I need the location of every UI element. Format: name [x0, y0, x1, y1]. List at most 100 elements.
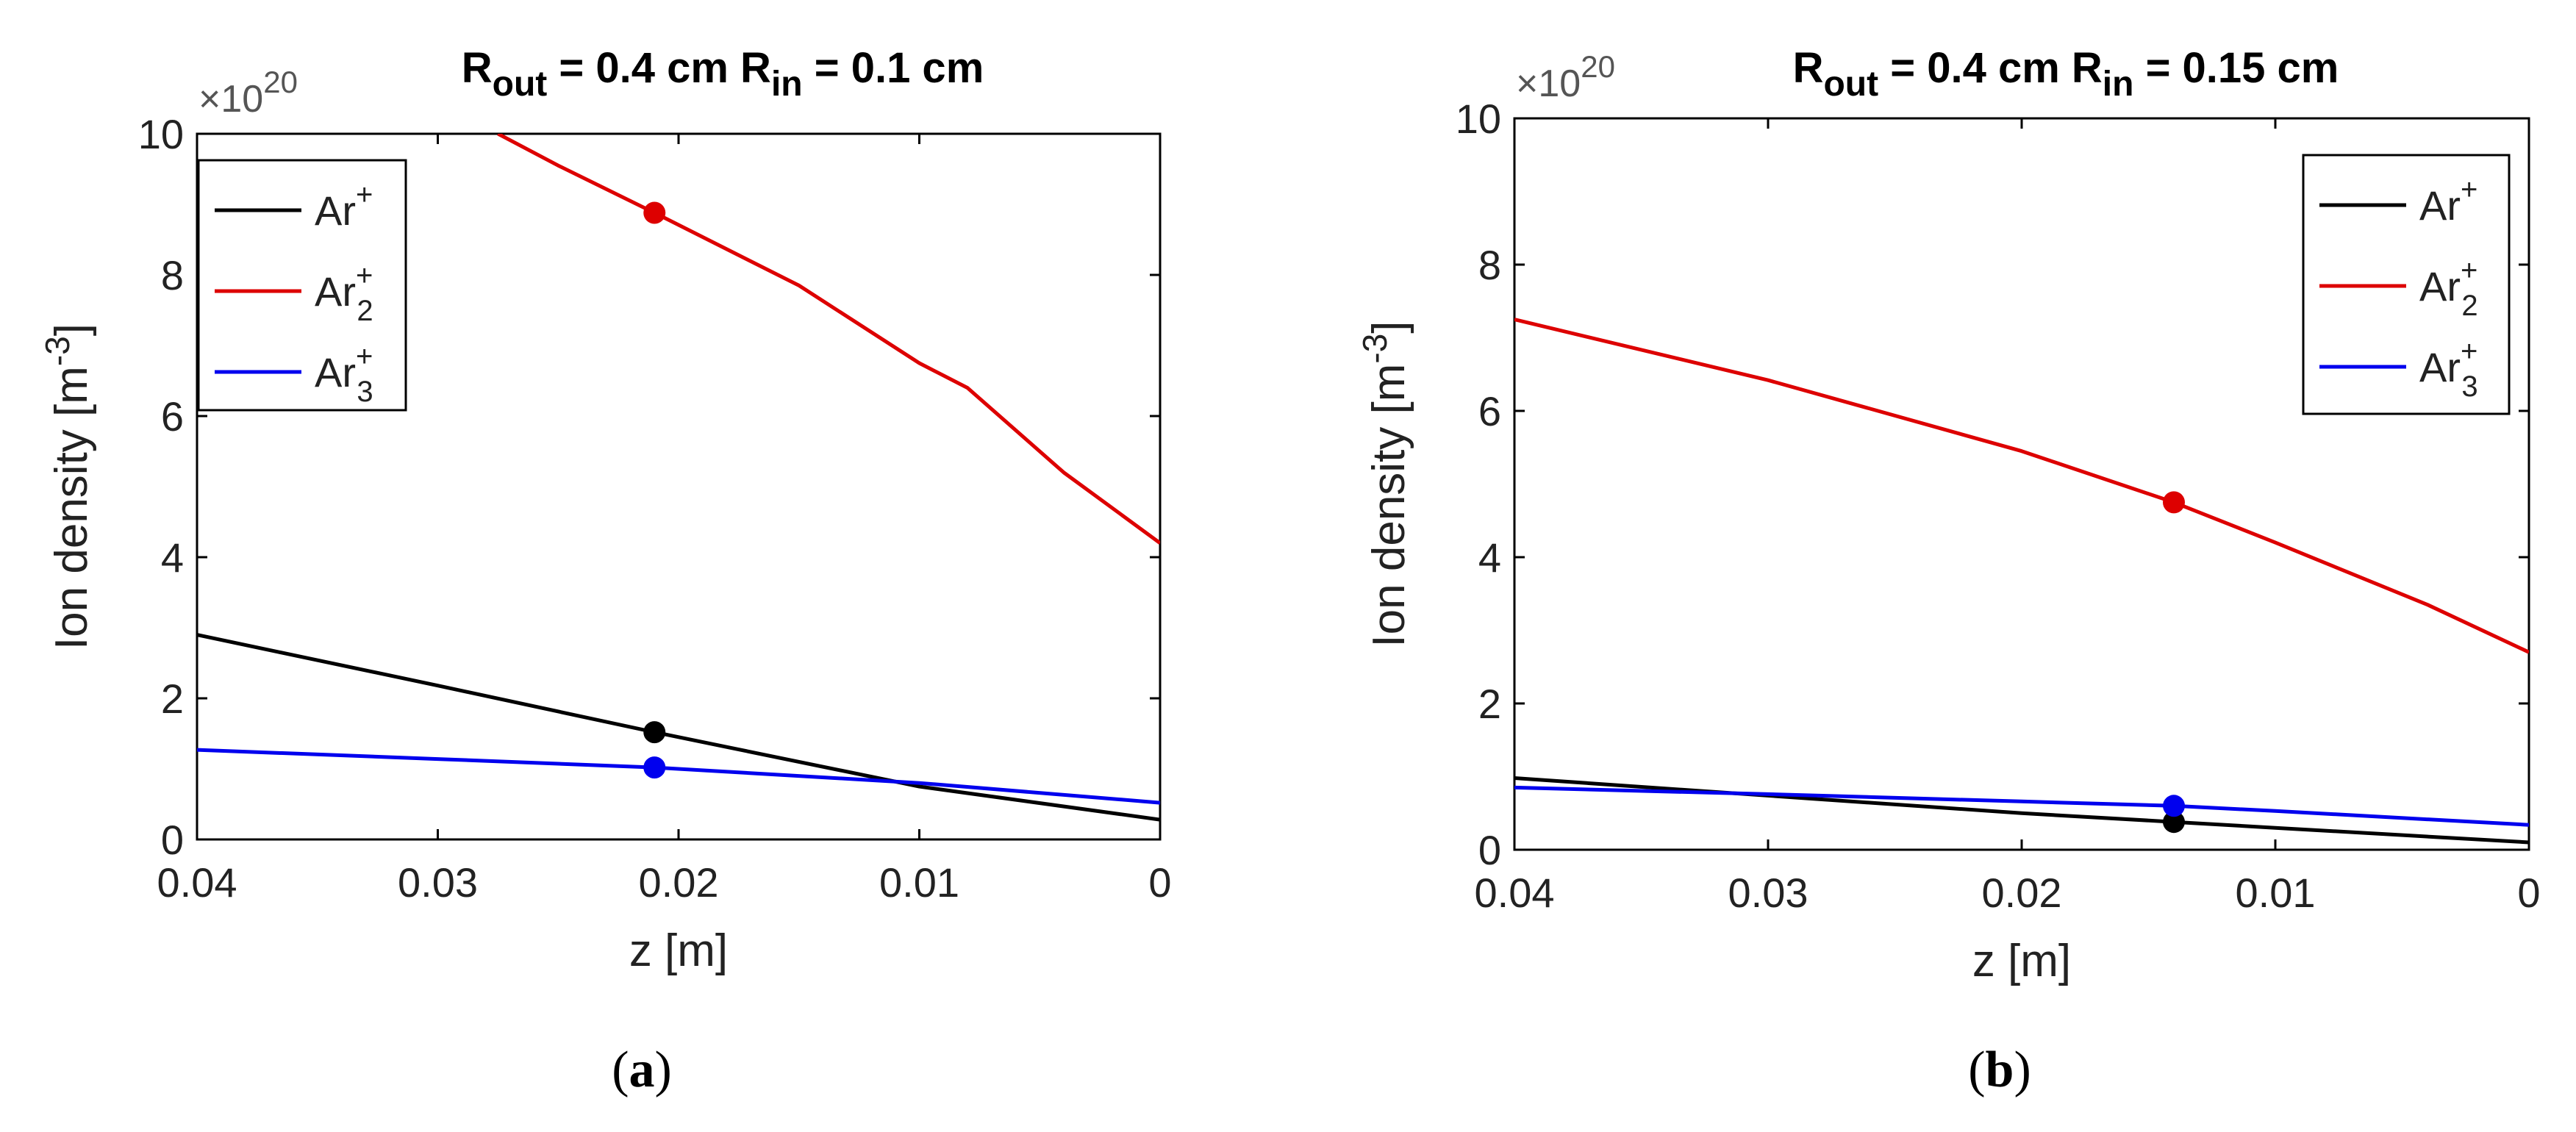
legend-label-sub: 2 — [357, 295, 373, 327]
y-tick-label: 4 — [1478, 534, 1501, 581]
legend-label-sub: 3 — [357, 376, 373, 408]
legend-label-name: Ar — [2419, 263, 2461, 309]
series-marker-2 — [643, 201, 666, 224]
legend-label-sup: + — [356, 340, 373, 373]
x-axis-label: z [m] — [1972, 936, 2071, 986]
y-axis-label-sup: -3 — [38, 336, 76, 366]
panel-caption-letter: a — [629, 1042, 655, 1098]
title-r-out-main: R — [1793, 44, 1824, 92]
y-tick-label: 6 — [1478, 388, 1501, 434]
panel-caption-close: ) — [655, 1042, 672, 1098]
legend: Ar+Ar+ 2Ar+ 3 — [197, 159, 407, 412]
legend-label-2: Ar+ 2 — [315, 259, 373, 327]
legend-label-3: Ar+ 3 — [315, 340, 373, 408]
plot-series-group — [1514, 318, 2529, 845]
legend-label-sup: + — [356, 179, 373, 211]
y-tick-label: 4 — [161, 534, 184, 581]
series-line-2 — [497, 134, 1160, 545]
panel-caption-open: ( — [612, 1042, 629, 1098]
y-tick-label: 2 — [1478, 681, 1501, 727]
y-axis-label-main: Ion density [m — [46, 366, 97, 650]
legend-label-2: Ar+ 2 — [2419, 254, 2478, 322]
legend-label-name: Ar — [315, 349, 356, 395]
plot-series-group — [197, 134, 1160, 822]
series-line-1 — [1514, 776, 2529, 845]
x-tick-label: 0.02 — [639, 859, 719, 906]
legend-label-sub: 2 — [2461, 290, 2477, 322]
chart-panel-a: 0.04 0.03 0.02 0.01 0 0 2 4 6 8 10 ×1020 Rout = 0.4 … — [38, 44, 1172, 1098]
x-tick-label: 0.04 — [1475, 870, 1555, 916]
legend-label-sup: + — [2461, 173, 2477, 206]
legend-label-sup: + — [356, 259, 373, 292]
x-tick-label: 0.03 — [398, 859, 478, 906]
y-multiplier-exp: 20 — [1581, 49, 1615, 84]
y-multiplier: ×1020 — [1516, 49, 1615, 105]
title-r-out-value: = 0.4 cm — [1878, 44, 2072, 92]
chart-title: Rout = 0.4 cm Rin = 0.15 cm — [1793, 44, 2339, 104]
x-tick-label: 0.01 — [879, 859, 959, 906]
series-marker-1 — [2163, 811, 2185, 834]
series-marker-2 — [2163, 491, 2185, 514]
panel-caption-close: ) — [2014, 1042, 2031, 1098]
x-tick-label: 0.03 — [1728, 870, 1808, 916]
legend-label-name: Ar — [2419, 182, 2461, 229]
title-r-in-sub: in — [771, 65, 803, 104]
series-line-3 — [1514, 785, 2529, 827]
title-r-in-value: = 0.1 cm — [803, 44, 984, 92]
legend-label-3: Ar+ 3 — [2419, 335, 2478, 403]
y-multiplier-base: ×10 — [1516, 62, 1581, 105]
title-r-in-main: R — [2072, 44, 2103, 92]
y-multiplier: ×1020 — [198, 65, 298, 121]
legend-label-sup: + — [2461, 254, 2477, 287]
panel-caption: (a) — [612, 1042, 672, 1098]
panel-caption: (b) — [1968, 1042, 2031, 1098]
y-tick-label: 8 — [1478, 242, 1501, 288]
title-r-out-value: = 0.4 cm — [547, 44, 740, 92]
panel-caption-letter: b — [1986, 1042, 2014, 1098]
title-r-in-main: R — [740, 44, 771, 92]
y-multiplier-base: ×10 — [198, 78, 263, 121]
legend-label-1: Ar+ — [315, 179, 373, 234]
chart-title: Rout = 0.4 cm Rin = 0.1 cm — [462, 44, 984, 104]
legend-box — [197, 159, 407, 412]
x-tick-label: 0.01 — [2236, 870, 2316, 916]
y-axis-label-sup: -3 — [1356, 334, 1394, 364]
y-axis-label: Ion density [m-3] — [1356, 320, 1414, 647]
title-r-out-main: R — [462, 44, 493, 92]
title-r-out-sub: out — [493, 65, 548, 104]
y-multiplier-exp: 20 — [263, 65, 298, 99]
legend-label-name: Ar — [315, 187, 356, 234]
series-marker-3 — [2163, 795, 2185, 817]
title-r-in-sub: in — [2103, 65, 2134, 104]
x-tick-label: 0 — [1148, 859, 1171, 906]
x-axis-label: z [m] — [629, 925, 728, 976]
series-marker-1 — [643, 721, 666, 744]
panel-caption-open: ( — [1968, 1042, 1985, 1098]
y-tick-label: 0 — [161, 817, 184, 863]
y-tick-label: 0 — [1478, 827, 1501, 873]
series-marker-3 — [643, 756, 666, 779]
y-tick-label: 8 — [161, 252, 184, 298]
y-axis-label-main: Ion density [m — [1364, 364, 1414, 648]
legend-label-name: Ar — [2419, 344, 2461, 390]
y-tick-label: 6 — [161, 393, 184, 440]
y-tick-label: 10 — [138, 111, 184, 157]
legend-label-sup: + — [2461, 335, 2477, 368]
legend-label-name: Ar — [315, 268, 356, 315]
y-axis-label-close: ] — [1364, 320, 1414, 333]
y-tick-label: 2 — [161, 676, 184, 722]
legend-label-1: Ar+ — [2419, 173, 2477, 229]
x-tick-label: 0 — [2517, 870, 2540, 916]
x-tick-label: 0.04 — [157, 859, 237, 906]
chart-panel-b: 0.04 0.03 0.02 0.01 0 0 2 4 6 8 10 ×1020 Rout = 0.4 … — [1356, 44, 2541, 1098]
legend-label-sub: 3 — [2461, 370, 2477, 403]
y-axis-label-close: ] — [46, 323, 97, 336]
legend: Ar+Ar+ 2Ar+ 3 — [2302, 154, 2511, 415]
x-tick-label: 0.02 — [1982, 870, 2062, 916]
y-tick-label: 10 — [1456, 96, 1501, 142]
title-r-in-value: = 0.15 cm — [2133, 44, 2339, 92]
title-r-out-sub: out — [1823, 65, 1878, 104]
y-axis-label: Ion density [m-3] — [38, 323, 97, 650]
series-line-3 — [197, 748, 1160, 805]
